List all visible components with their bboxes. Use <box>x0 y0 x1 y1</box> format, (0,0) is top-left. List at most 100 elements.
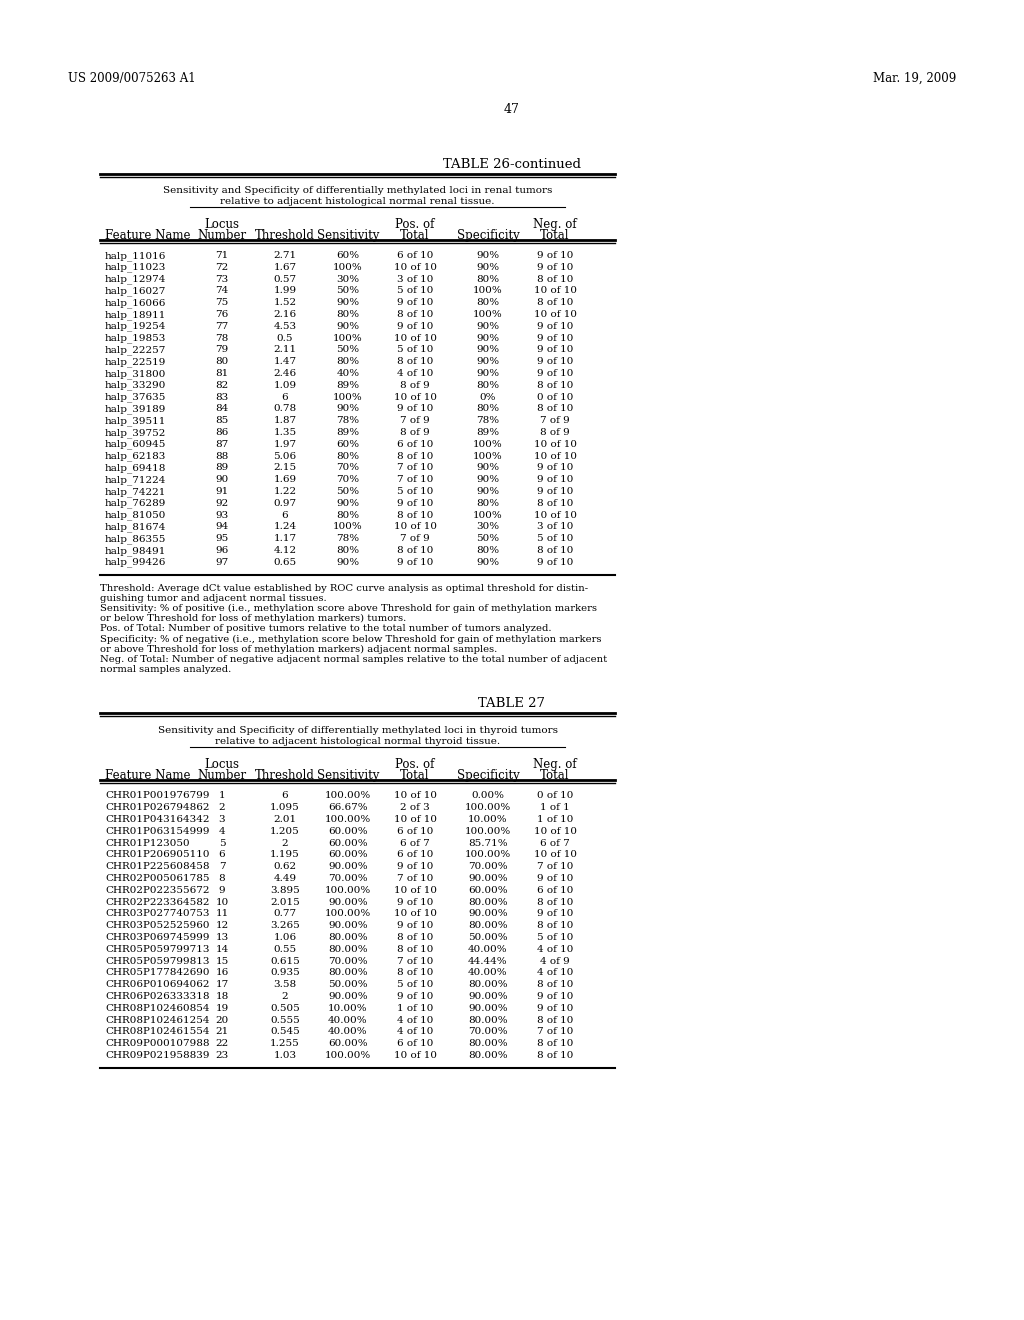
Text: 89%: 89% <box>337 428 359 437</box>
Text: 90%: 90% <box>476 322 500 331</box>
Text: 100.00%: 100.00% <box>465 850 511 859</box>
Text: halp_11023: halp_11023 <box>105 263 166 272</box>
Text: 10 of 10: 10 of 10 <box>393 1051 436 1060</box>
Text: 50%: 50% <box>337 487 359 496</box>
Text: 8 of 10: 8 of 10 <box>397 969 433 977</box>
Text: 84: 84 <box>215 404 228 413</box>
Text: relative to adjacent histological normal renal tissue.: relative to adjacent histological normal… <box>220 197 495 206</box>
Text: 8 of 10: 8 of 10 <box>397 511 433 520</box>
Text: 80.00%: 80.00% <box>468 1039 508 1048</box>
Text: 9 of 10: 9 of 10 <box>537 487 573 496</box>
Text: 0.62: 0.62 <box>273 862 297 871</box>
Text: 0.65: 0.65 <box>273 558 297 566</box>
Text: 80%: 80% <box>476 298 500 308</box>
Text: Locus: Locus <box>205 759 240 771</box>
Text: 9 of 10: 9 of 10 <box>397 862 433 871</box>
Text: 80%: 80% <box>337 546 359 554</box>
Text: 1 of 1: 1 of 1 <box>540 803 570 812</box>
Text: 40.00%: 40.00% <box>468 969 508 977</box>
Text: 0.615: 0.615 <box>270 957 300 966</box>
Text: 9 of 10: 9 of 10 <box>537 370 573 378</box>
Text: halp_81050: halp_81050 <box>105 511 166 520</box>
Text: 8 of 10: 8 of 10 <box>397 546 433 554</box>
Text: halp_33290: halp_33290 <box>105 380 166 391</box>
Text: 9 of 10: 9 of 10 <box>537 558 573 566</box>
Text: 80.00%: 80.00% <box>328 945 368 954</box>
Text: 0 of 10: 0 of 10 <box>537 792 573 800</box>
Text: Total: Total <box>400 228 430 242</box>
Text: 7 of 10: 7 of 10 <box>397 874 433 883</box>
Text: 90.00%: 90.00% <box>468 874 508 883</box>
Text: 50%: 50% <box>476 535 500 544</box>
Text: 2.71: 2.71 <box>273 251 297 260</box>
Text: 7 of 10: 7 of 10 <box>537 862 573 871</box>
Text: 89%: 89% <box>476 428 500 437</box>
Text: halp_74221: halp_74221 <box>105 487 166 496</box>
Text: halp_99426: halp_99426 <box>105 558 166 568</box>
Text: halp_39189: halp_39189 <box>105 404 166 414</box>
Text: 4: 4 <box>219 826 225 836</box>
Text: 6: 6 <box>282 792 289 800</box>
Text: 90%: 90% <box>337 558 359 566</box>
Text: 95: 95 <box>215 535 228 544</box>
Text: 30%: 30% <box>337 275 359 284</box>
Text: 9 of 10: 9 of 10 <box>397 322 433 331</box>
Text: 4 of 10: 4 of 10 <box>537 945 573 954</box>
Text: 2 of 3: 2 of 3 <box>400 803 430 812</box>
Text: 8 of 10: 8 of 10 <box>397 945 433 954</box>
Text: 89%: 89% <box>337 380 359 389</box>
Text: 44.44%: 44.44% <box>468 957 508 966</box>
Text: 50.00%: 50.00% <box>468 933 508 942</box>
Text: 90.00%: 90.00% <box>328 898 368 907</box>
Text: 2: 2 <box>282 838 289 847</box>
Text: Number: Number <box>198 228 247 242</box>
Text: 80.00%: 80.00% <box>468 898 508 907</box>
Text: 90%: 90% <box>337 322 359 331</box>
Text: halp_62183: halp_62183 <box>105 451 166 461</box>
Text: 4.49: 4.49 <box>273 874 297 883</box>
Text: Neg. of Total: Number of negative adjacent normal samples relative to the total : Neg. of Total: Number of negative adjace… <box>100 655 607 664</box>
Text: halp_18911: halp_18911 <box>105 310 166 319</box>
Text: TABLE 26-continued: TABLE 26-continued <box>443 158 581 172</box>
Text: 100.00%: 100.00% <box>465 826 511 836</box>
Text: 9 of 10: 9 of 10 <box>537 263 573 272</box>
Text: 92: 92 <box>215 499 228 508</box>
Text: halp_39511: halp_39511 <box>105 416 166 426</box>
Text: CHR01P063154999: CHR01P063154999 <box>105 826 210 836</box>
Text: 8 of 10: 8 of 10 <box>537 380 573 389</box>
Text: 100%: 100% <box>473 511 503 520</box>
Text: 9 of 10: 9 of 10 <box>537 334 573 343</box>
Text: 90.00%: 90.00% <box>328 921 368 931</box>
Text: 9 of 10: 9 of 10 <box>537 1003 573 1012</box>
Text: CHR01P043164342: CHR01P043164342 <box>105 814 210 824</box>
Text: halp_19254: halp_19254 <box>105 322 166 331</box>
Text: 9 of 10: 9 of 10 <box>537 993 573 1001</box>
Text: 3 of 10: 3 of 10 <box>537 523 573 532</box>
Text: 7 of 9: 7 of 9 <box>400 416 430 425</box>
Text: 3.895: 3.895 <box>270 886 300 895</box>
Text: 8 of 9: 8 of 9 <box>400 380 430 389</box>
Text: 5 of 10: 5 of 10 <box>397 981 433 989</box>
Text: 10.00%: 10.00% <box>468 814 508 824</box>
Text: CHR08P102461254: CHR08P102461254 <box>105 1015 210 1024</box>
Text: 71: 71 <box>215 251 228 260</box>
Text: 6: 6 <box>282 511 289 520</box>
Text: 1.06: 1.06 <box>273 933 297 942</box>
Text: 70.00%: 70.00% <box>328 957 368 966</box>
Text: CHR05P177842690: CHR05P177842690 <box>105 969 210 977</box>
Text: 1.03: 1.03 <box>273 1051 297 1060</box>
Text: 8 of 10: 8 of 10 <box>397 358 433 366</box>
Text: 19: 19 <box>215 1003 228 1012</box>
Text: 2: 2 <box>219 803 225 812</box>
Text: Pos. of: Pos. of <box>395 759 434 771</box>
Text: 93: 93 <box>215 511 228 520</box>
Text: 87: 87 <box>215 440 228 449</box>
Text: 1.205: 1.205 <box>270 826 300 836</box>
Text: 6 of 7: 6 of 7 <box>400 838 430 847</box>
Text: 0 of 10: 0 of 10 <box>537 392 573 401</box>
Text: 15: 15 <box>215 957 228 966</box>
Text: 6 of 10: 6 of 10 <box>537 886 573 895</box>
Text: 9 of 10: 9 of 10 <box>397 921 433 931</box>
Text: 80.00%: 80.00% <box>468 921 508 931</box>
Text: halp_81674: halp_81674 <box>105 523 166 532</box>
